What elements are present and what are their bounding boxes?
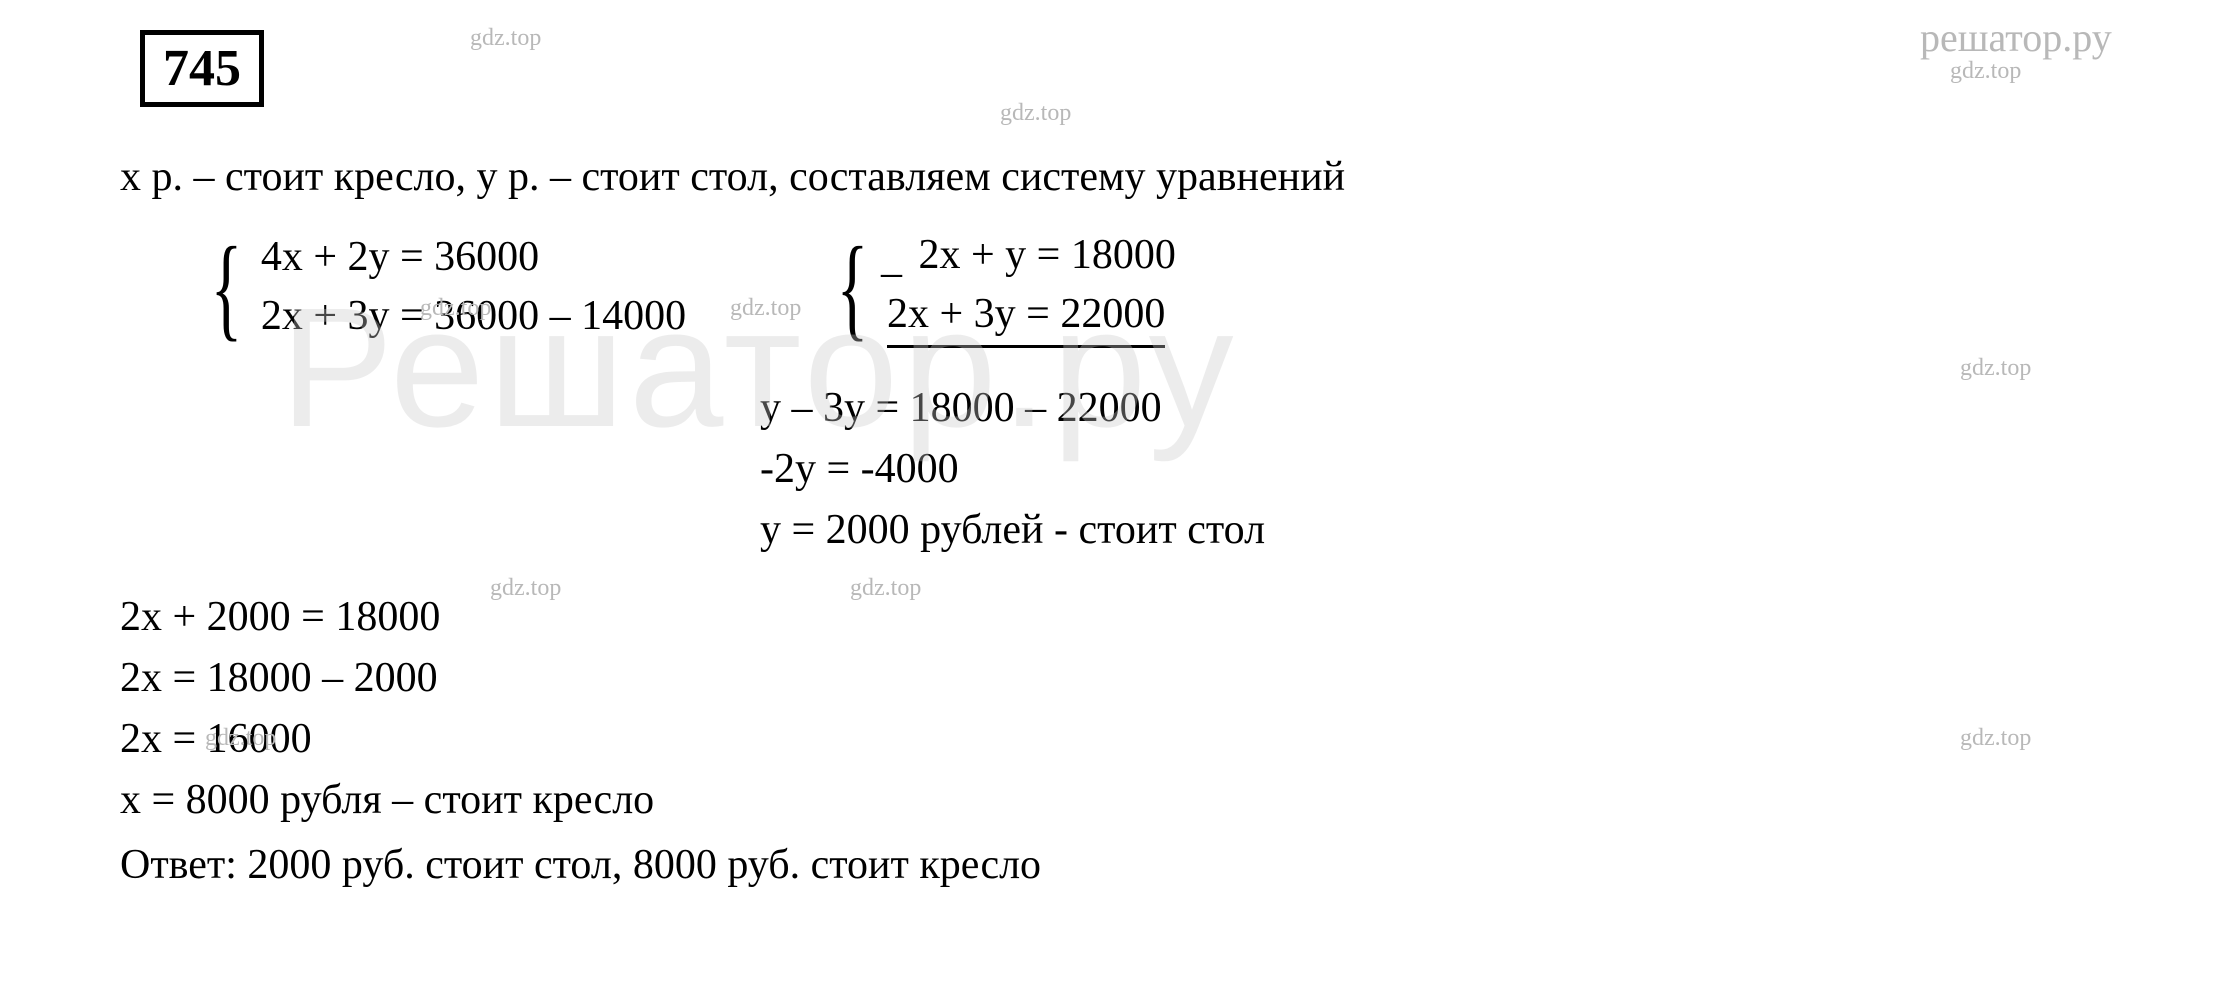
deriv-r1: y – 3y = 18000 – 22000 bbox=[760, 378, 2102, 439]
brand-watermark: решатор.ру bbox=[1920, 14, 2112, 61]
deriv-l2: 2x = 18000 – 2000 bbox=[120, 648, 2102, 709]
subtraction-mark: – bbox=[881, 250, 902, 296]
deriv-l1: 2x + 2000 = 18000 bbox=[120, 587, 2102, 648]
systems-row: { 4x + 2y = 36000 2x + 3y = 36000 – 1400… bbox=[200, 226, 2102, 349]
problem-number: 745 bbox=[163, 40, 241, 97]
sys2-eq2-text: 2x + 3y = 22000 bbox=[887, 285, 1165, 349]
gdz-watermark: gdz.top bbox=[470, 25, 541, 52]
derivation-right: y – 3y = 18000 – 22000 -2y = -4000 y = 2… bbox=[760, 378, 2102, 561]
brace-icon: { bbox=[211, 229, 243, 345]
answer-line: Ответ: 2000 руб. стоит стол, 8000 руб. с… bbox=[120, 835, 2102, 896]
sys2-eq1: – 2x + y = 18000 bbox=[887, 226, 1176, 285]
deriv-r3: y = 2000 рублей - стоит стол bbox=[760, 500, 2102, 561]
system-1-lines: 4x + 2y = 36000 2x + 3y = 36000 – 14000 bbox=[261, 226, 686, 349]
gdz-watermark: gdz.top bbox=[1000, 100, 1071, 127]
deriv-r2: -2y = -4000 bbox=[760, 439, 2102, 500]
sys2-eq2: 2x + 3y = 22000 bbox=[887, 285, 1176, 349]
deriv-l4: x = 8000 рубля – стоит кресло bbox=[120, 770, 2102, 831]
system-1: { 4x + 2y = 36000 2x + 3y = 36000 – 1400… bbox=[200, 226, 686, 349]
gdz-watermark: gdz.top bbox=[1950, 58, 2021, 85]
problem-number-box: 745 bbox=[140, 30, 264, 107]
system-2-lines: – 2x + y = 18000 2x + 3y = 22000 bbox=[887, 226, 1176, 349]
intro-text: x р. – стоит кресло, y р. – стоит стол, … bbox=[120, 147, 2102, 208]
deriv-l3: 2x = 16000 bbox=[120, 709, 2102, 770]
system-2: { – 2x + y = 18000 2x + 3y = 22000 bbox=[826, 226, 1176, 349]
sys1-eq2: 2x + 3y = 36000 – 14000 bbox=[261, 287, 686, 346]
brace-icon: { bbox=[837, 229, 869, 345]
sys2-eq1-text: 2x + y = 18000 bbox=[919, 232, 1176, 278]
derivation-left: 2x + 2000 = 18000 2x = 18000 – 2000 2x =… bbox=[120, 587, 2102, 895]
sys1-eq1: 4x + 2y = 36000 bbox=[261, 228, 686, 287]
solution-page: 745 x р. – стоит кресло, y р. – стоит ст… bbox=[0, 0, 2222, 1003]
